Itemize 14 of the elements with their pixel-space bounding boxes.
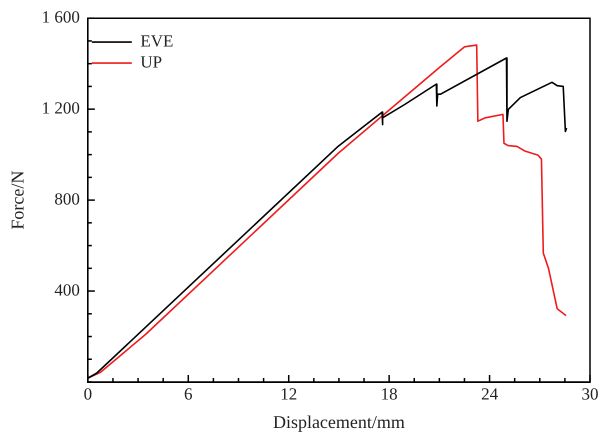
y-tick-label: 800 — [54, 190, 80, 209]
legend-label: UP — [140, 52, 162, 72]
x-tick-label: 12 — [280, 384, 298, 404]
x-tick-label: 24 — [481, 384, 499, 404]
y-tick-label: 1 200 — [42, 98, 80, 118]
x-tick-label: 18 — [380, 384, 398, 404]
x-tick-label: 6 — [184, 384, 193, 404]
x-axis-title: Displacement/mm — [272, 412, 405, 432]
legend-label: EVE — [140, 32, 174, 51]
y-tick-label: 400 — [54, 280, 80, 300]
y-axis-title: Force/N — [8, 170, 28, 230]
x-tick-label: 30 — [582, 384, 598, 404]
y-tick-label: 1 600 — [42, 8, 80, 27]
x-tick-label: 0 — [84, 384, 92, 404]
